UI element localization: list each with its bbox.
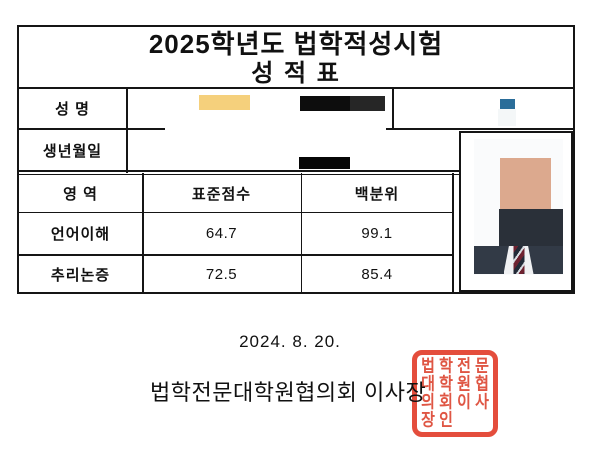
name-field-label: 성 명 — [55, 100, 90, 118]
id-photo-eyes-redaction — [499, 209, 563, 247]
seal-char: 대 — [421, 374, 435, 395]
id-photo-tie — [513, 246, 524, 274]
percentile-column-header: 백분위 — [354, 185, 400, 203]
row1-bottom-line — [17, 254, 454, 256]
seal-char: 학 — [439, 374, 453, 395]
id-photo-suit — [474, 246, 563, 274]
report-outer-border — [17, 25, 575, 294]
table-right-border — [452, 173, 454, 292]
name-redaction-yellow — [199, 95, 250, 110]
seal-char: 전 — [457, 356, 471, 376]
seal-char: 학 — [439, 356, 453, 376]
seal-char: 법 — [421, 356, 435, 376]
row-reasoning-standard-score: 72.5 — [205, 265, 238, 283]
seal-char: 인 — [439, 411, 453, 431]
area-column-header: 영 역 — [63, 185, 98, 203]
name-row-bottom-line-left — [17, 127, 165, 130]
row-verbal-percentile: 99.1 — [361, 225, 393, 242]
seal-char: 협 — [475, 374, 489, 395]
birthdate-redaction-black — [299, 157, 350, 169]
area-column-divider — [142, 173, 144, 292]
report-title-line1: 2025학년도 법학적성시험 — [148, 28, 444, 59]
id-photo-box — [459, 131, 573, 292]
name-row-right-divider — [392, 87, 394, 129]
name-redaction-black — [300, 96, 350, 111]
title-bottom-line — [17, 87, 575, 89]
seal-char: 회 — [439, 392, 453, 413]
name-row-bottom-line-right — [386, 127, 575, 130]
seal-char: 의 — [421, 392, 435, 413]
double-rule-bottom — [17, 173, 461, 175]
label-column-divider — [126, 87, 128, 173]
blue-redaction-mark — [500, 99, 515, 109]
row-verbal-standard-score: 64.7 — [205, 225, 238, 242]
row-reasoning-percentile: 85.4 — [361, 265, 393, 283]
seal-char: 원 — [457, 374, 471, 395]
seal-char: 문 — [475, 356, 489, 376]
issuer-title: 법학전문대학원협의회 이사장 — [150, 380, 427, 405]
blue-mark-faint-box — [498, 109, 516, 126]
birthdate-field-label: 생년월일 — [42, 142, 103, 160]
seal-char: 장 — [421, 411, 435, 431]
row-verbal-area-label: 언어이해 — [50, 226, 111, 243]
row-reasoning-area-label: 추리논증 — [50, 266, 111, 284]
standard-score-column-header: 표준점수 — [191, 185, 252, 203]
id-photo-face-redaction — [500, 158, 551, 209]
score-column-divider — [300, 173, 302, 292]
double-rule-top — [17, 170, 461, 172]
report-title-line2: 성 적 표 — [251, 60, 341, 87]
seal-char: 사 — [475, 392, 489, 413]
name-redaction-black-light — [350, 96, 385, 111]
seal-char: 이 — [457, 392, 471, 413]
header-row-bottom-line — [17, 211, 454, 213]
issue-date: 2024. 8. 20. — [239, 332, 341, 351]
